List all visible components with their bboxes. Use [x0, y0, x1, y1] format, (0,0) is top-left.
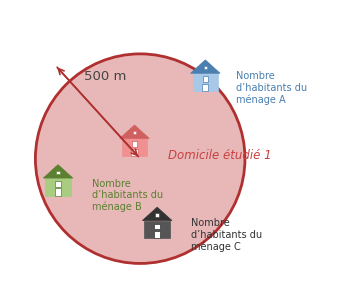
- FancyBboxPatch shape: [155, 213, 159, 217]
- FancyBboxPatch shape: [154, 223, 160, 229]
- FancyBboxPatch shape: [55, 181, 61, 187]
- FancyBboxPatch shape: [192, 73, 218, 91]
- Polygon shape: [120, 125, 149, 138]
- Text: Nombre
d’habitants du
ménage B: Nombre d’habitants du ménage B: [92, 179, 163, 212]
- Polygon shape: [190, 60, 220, 73]
- FancyBboxPatch shape: [145, 221, 170, 238]
- Circle shape: [35, 54, 245, 264]
- FancyBboxPatch shape: [45, 178, 71, 196]
- FancyBboxPatch shape: [204, 66, 207, 69]
- FancyBboxPatch shape: [55, 188, 61, 196]
- FancyBboxPatch shape: [132, 141, 137, 147]
- FancyBboxPatch shape: [131, 149, 137, 156]
- FancyBboxPatch shape: [154, 231, 160, 238]
- FancyBboxPatch shape: [133, 131, 136, 134]
- Text: Domicile étudié 1: Domicile étudié 1: [168, 149, 272, 162]
- Polygon shape: [143, 207, 172, 221]
- Polygon shape: [43, 165, 73, 178]
- FancyBboxPatch shape: [56, 171, 60, 174]
- FancyBboxPatch shape: [203, 76, 208, 82]
- FancyBboxPatch shape: [202, 84, 208, 91]
- Text: Nombre
d’habitants du
ménage A: Nombre d’habitants du ménage A: [237, 71, 308, 105]
- FancyBboxPatch shape: [122, 138, 147, 156]
- Text: 500 m: 500 m: [84, 70, 126, 83]
- Text: Nombre
d’habitants du
ménage C: Nombre d’habitants du ménage C: [191, 218, 262, 252]
